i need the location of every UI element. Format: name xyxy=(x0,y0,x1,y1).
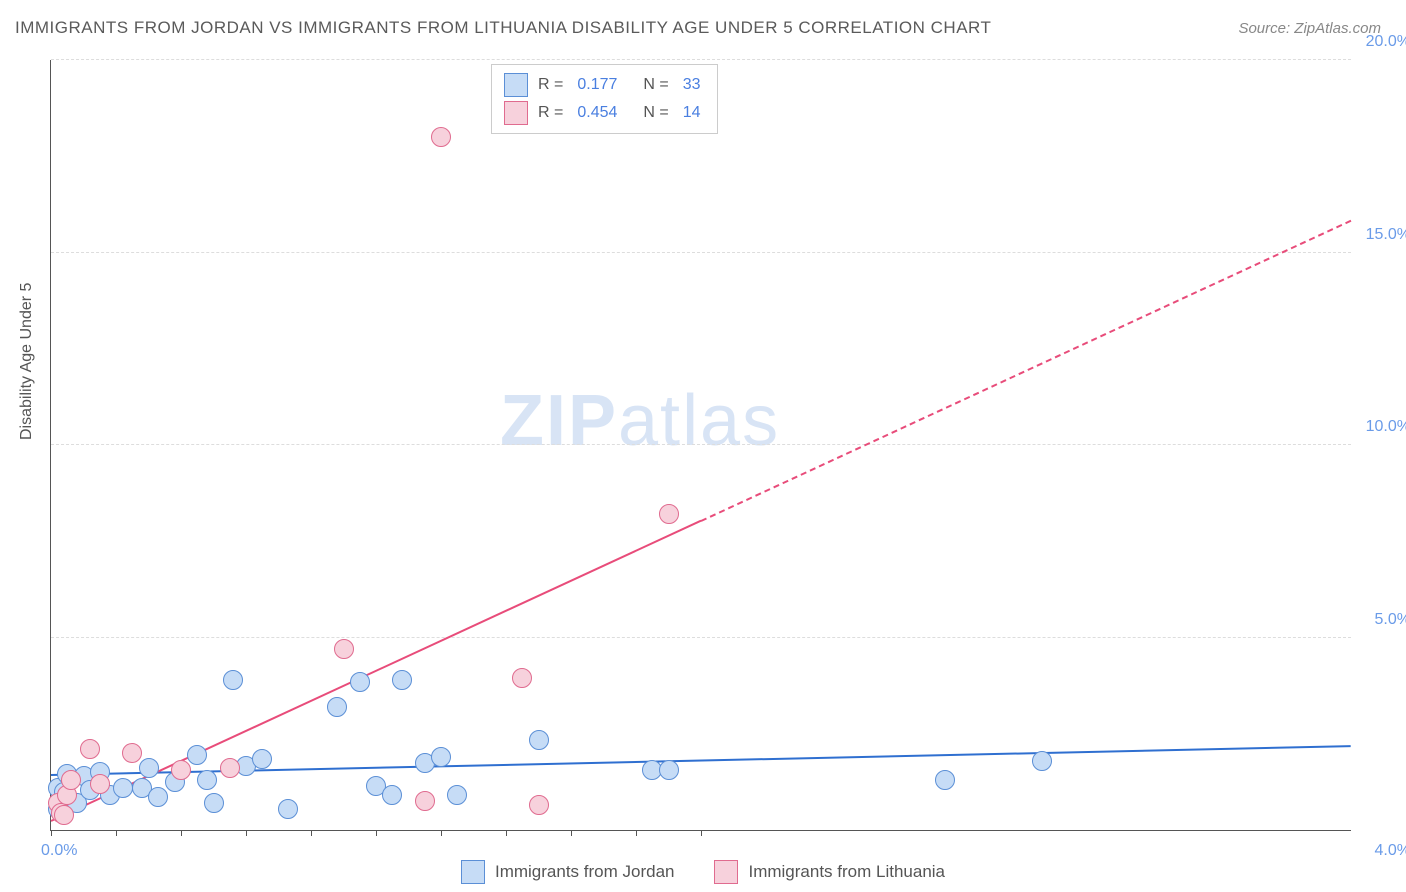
data-point xyxy=(139,758,159,778)
data-point xyxy=(220,758,240,778)
n-value-jordan: 33 xyxy=(683,76,701,94)
data-point xyxy=(187,745,207,765)
x-tick xyxy=(311,830,312,836)
data-point xyxy=(382,785,402,805)
data-point xyxy=(1032,751,1052,771)
data-point xyxy=(512,668,532,688)
plot-area: 0.0% 4.0% R = 0.177 N = 33 R = 0.454 N =… xyxy=(50,60,1351,831)
x-tick xyxy=(181,830,182,836)
data-point xyxy=(659,760,679,780)
y-tick-label: 15.0% xyxy=(1366,226,1406,244)
data-point xyxy=(415,791,435,811)
x-tick xyxy=(441,830,442,836)
bottom-legend: Immigrants from Jordan Immigrants from L… xyxy=(0,860,1406,884)
data-point xyxy=(204,793,224,813)
x-tick xyxy=(246,830,247,836)
x-tick xyxy=(506,830,507,836)
stats-row-jordan: R = 0.177 N = 33 xyxy=(504,71,705,99)
data-point xyxy=(61,770,81,790)
x-tick xyxy=(116,830,117,836)
n-label: N = xyxy=(643,76,668,94)
r-label: R = xyxy=(538,76,563,94)
x-tick-max: 4.0% xyxy=(1375,842,1406,860)
n-label: N = xyxy=(643,104,668,122)
data-point xyxy=(278,799,298,819)
swatch-jordan-icon xyxy=(461,860,485,884)
data-point xyxy=(327,697,347,717)
r-value-lithuania: 0.454 xyxy=(577,104,617,122)
data-point xyxy=(392,670,412,690)
data-point xyxy=(90,774,110,794)
y-tick-label: 10.0% xyxy=(1366,418,1406,436)
data-point xyxy=(252,749,272,769)
source-label: Source: ZipAtlas.com xyxy=(1238,20,1381,37)
x-tick xyxy=(51,830,52,836)
gridline xyxy=(51,252,1351,253)
gridline xyxy=(51,59,1351,60)
swatch-lithuania-icon xyxy=(504,101,528,125)
data-point xyxy=(350,672,370,692)
data-point xyxy=(529,795,549,815)
data-point xyxy=(431,747,451,767)
data-point xyxy=(122,743,142,763)
legend-label-jordan: Immigrants from Jordan xyxy=(495,862,675,882)
y-tick-label: 20.0% xyxy=(1366,33,1406,51)
n-value-lithuania: 14 xyxy=(683,104,701,122)
swatch-lithuania-icon xyxy=(714,860,738,884)
data-point xyxy=(54,805,74,825)
stats-row-lithuania: R = 0.454 N = 14 xyxy=(504,99,705,127)
legend-item-lithuania: Immigrants from Lithuania xyxy=(714,860,945,884)
x-tick xyxy=(701,830,702,836)
gridline xyxy=(51,637,1351,638)
data-point xyxy=(80,739,100,759)
data-point xyxy=(431,127,451,147)
y-axis-label: Disability Age Under 5 xyxy=(18,283,36,440)
r-value-jordan: 0.177 xyxy=(577,76,617,94)
data-point xyxy=(529,730,549,750)
swatch-jordan-icon xyxy=(504,73,528,97)
data-point xyxy=(148,787,168,807)
legend-label-lithuania: Immigrants from Lithuania xyxy=(748,862,945,882)
chart-title: IMMIGRANTS FROM JORDAN VS IMMIGRANTS FRO… xyxy=(15,18,991,38)
x-tick xyxy=(571,830,572,836)
data-point xyxy=(659,504,679,524)
data-point xyxy=(197,770,217,790)
data-point xyxy=(447,785,467,805)
x-tick xyxy=(376,830,377,836)
stats-legend: R = 0.177 N = 33 R = 0.454 N = 14 xyxy=(491,64,718,134)
data-point xyxy=(171,760,191,780)
x-tick-min: 0.0% xyxy=(41,842,77,860)
x-tick xyxy=(636,830,637,836)
data-point xyxy=(334,639,354,659)
r-label: R = xyxy=(538,104,563,122)
data-point xyxy=(935,770,955,790)
data-point xyxy=(113,778,133,798)
gridline xyxy=(51,444,1351,445)
trend-line xyxy=(701,220,1352,522)
data-point xyxy=(223,670,243,690)
y-tick-label: 5.0% xyxy=(1375,611,1406,629)
legend-item-jordan: Immigrants from Jordan xyxy=(461,860,675,884)
